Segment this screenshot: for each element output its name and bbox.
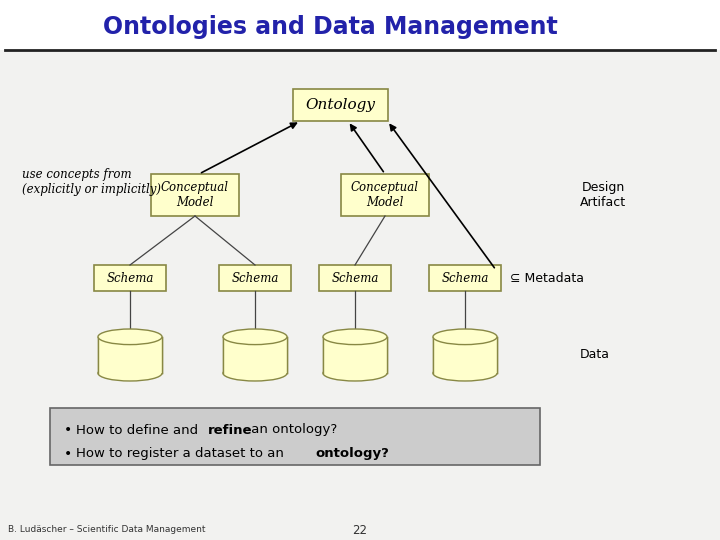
- Bar: [323, 337, 387, 373]
- Ellipse shape: [323, 329, 387, 345]
- Bar: [323, 337, 387, 373]
- Text: Schema: Schema: [441, 272, 489, 285]
- Text: ⊆ Metadata: ⊆ Metadata: [510, 272, 584, 285]
- Bar: [433, 337, 497, 373]
- Text: Conceptual
Model: Conceptual Model: [351, 181, 419, 209]
- FancyBboxPatch shape: [94, 265, 166, 291]
- FancyBboxPatch shape: [50, 408, 540, 465]
- FancyBboxPatch shape: [319, 265, 391, 291]
- Ellipse shape: [223, 329, 287, 345]
- FancyBboxPatch shape: [429, 265, 501, 291]
- Text: use concepts from
(explicitly or implicitly): use concepts from (explicitly or implici…: [22, 168, 161, 196]
- Bar: [98, 337, 162, 373]
- Text: How to define and: How to define and: [76, 423, 202, 436]
- Text: refine: refine: [208, 423, 253, 436]
- Bar: [223, 337, 287, 373]
- Ellipse shape: [323, 366, 387, 381]
- Text: Schema: Schema: [107, 272, 153, 285]
- Text: Design
Artifact: Design Artifact: [580, 181, 626, 209]
- Text: •: •: [64, 447, 72, 461]
- FancyBboxPatch shape: [219, 265, 291, 291]
- Ellipse shape: [223, 366, 287, 381]
- FancyBboxPatch shape: [292, 89, 387, 121]
- Ellipse shape: [98, 329, 162, 345]
- FancyBboxPatch shape: [341, 174, 429, 216]
- Text: Schema: Schema: [231, 272, 279, 285]
- Bar: [98, 337, 162, 373]
- FancyBboxPatch shape: [151, 174, 239, 216]
- Bar: [433, 337, 497, 373]
- Text: Ontology: Ontology: [305, 98, 375, 112]
- Text: Data: Data: [580, 348, 610, 361]
- Text: ontology?: ontology?: [315, 448, 389, 461]
- Text: 22: 22: [353, 523, 367, 537]
- Text: Conceptual
Model: Conceptual Model: [161, 181, 229, 209]
- Text: an ontology?: an ontology?: [247, 423, 337, 436]
- Ellipse shape: [433, 366, 497, 381]
- Ellipse shape: [433, 329, 497, 345]
- Text: How to register a dataset to an: How to register a dataset to an: [76, 448, 288, 461]
- Text: B. Ludäscher – Scientific Data Management: B. Ludäscher – Scientific Data Managemen…: [8, 525, 205, 535]
- Ellipse shape: [98, 366, 162, 381]
- Text: •: •: [64, 423, 72, 437]
- Bar: [223, 337, 287, 373]
- Text: Ontologies and Data Management: Ontologies and Data Management: [103, 15, 557, 39]
- Text: Schema: Schema: [331, 272, 379, 285]
